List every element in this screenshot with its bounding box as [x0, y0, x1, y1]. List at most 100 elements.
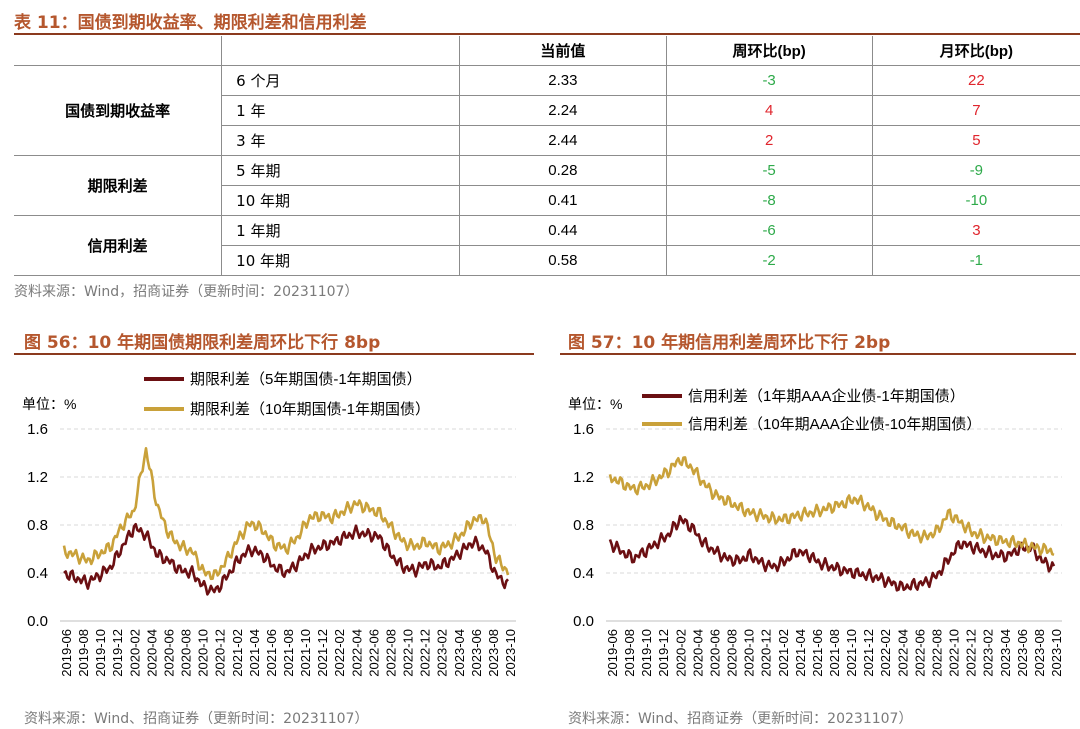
term-cell: 5 年期 [221, 155, 461, 186]
y-tick-label: 0.8 [27, 517, 48, 534]
chart-57-plot: 单位：% 0.0 0.4 0.8 1.2 1.6 2019-06 2019-08 2019-10… [568, 387, 1064, 677]
group-label: 期限利差 [14, 155, 223, 216]
unit-label: 单位：% [568, 396, 622, 412]
x-tick-label: 2019-06 [605, 629, 620, 677]
series-line-2 [62, 447, 510, 581]
header-cell-mom: 月环比(bp) [872, 36, 1080, 66]
x-tick-label: 2019-12 [110, 629, 125, 677]
x-tick-label: 2021-06 [264, 629, 279, 677]
y-tick-label: 1.2 [27, 469, 48, 486]
x-tick-label: 2023-06 [1015, 629, 1030, 677]
value-cell: 2.33 [459, 65, 667, 96]
table-row: 期限利差 5 年期 0.28 -5 -9 [14, 155, 1080, 216]
mom-cell: -10 [872, 185, 1080, 216]
x-tick-label: 2023-02 [435, 629, 450, 677]
x-tick-label: 2023-10 [1049, 629, 1064, 677]
x-tick-label: 2022-04 [895, 629, 910, 677]
x-tick-label: 2022-08 [383, 629, 398, 677]
x-tick-label: 2021-06 [810, 629, 825, 677]
y-tick-label: 0.8 [573, 517, 594, 534]
x-tick-label: 2022-08 [929, 629, 944, 677]
x-tick-label: 2020-12 [759, 629, 774, 677]
wow-cell: -5 [666, 155, 873, 186]
unit-label: 单位：% [22, 396, 76, 412]
y-tick-label: 0.0 [27, 613, 48, 630]
term-cell: 10 年期 [221, 245, 461, 276]
x-tick-label: 2022-02 [878, 629, 893, 677]
x-tick-label: 2020-08 [179, 629, 194, 677]
x-tick-label: 2020-10 [742, 629, 757, 677]
x-tick-label: 2022-06 [912, 629, 927, 677]
header-cell-wow: 周环比(bp) [666, 36, 873, 66]
x-tick-label: 2021-08 [281, 629, 296, 677]
x-tick-label: 2020-06 [707, 629, 722, 677]
x-tick-label: 2021-08 [827, 629, 842, 677]
series-line-1 [63, 522, 509, 596]
wow-cell: -6 [666, 215, 873, 246]
mom-cell: 7 [872, 95, 1080, 126]
x-tick-label: 2021-10 [298, 629, 313, 677]
x-tick-label: 2022-12 [418, 629, 433, 677]
term-cell: 1 年 [221, 95, 461, 126]
term-cell: 1 年期 [221, 215, 461, 246]
legend-label-1: 信用利差（1年期AAA企业债-1年期国债） [688, 387, 965, 405]
value-cell: 0.41 [459, 185, 667, 216]
yield-spread-table: 当前值 周环比(bp) 月环比(bp) 国债到期收益率 6 个月 2.33 -3 22 1… [14, 36, 1080, 276]
table-row: 1 年 2.24 4 7 [14, 95, 1080, 126]
term-cell: 10 年期 [221, 185, 461, 216]
legend-label-2: 信用利差（10年期AAA企业债-10年期国债） [688, 415, 981, 433]
wow-cell: -8 [666, 185, 873, 216]
chart-57-title-rule [560, 353, 1076, 355]
value-cell: 0.28 [459, 155, 667, 186]
chart-56-title: 图 56：10 年期国债期限利差周环比下行 8bp [24, 333, 381, 353]
x-tick-label: 2021-10 [844, 629, 859, 677]
header-cell-term [221, 36, 461, 66]
x-tick-label: 2020-10 [196, 629, 211, 677]
x-tick-label: 2020-08 [725, 629, 740, 677]
x-tick-label: 2020-04 [144, 629, 159, 677]
value-cell: 0.58 [459, 245, 667, 276]
table-row: 10 年期 0.41 -8 -10 [14, 185, 1080, 216]
header-cell-current-value: 当前值 [459, 36, 667, 66]
x-tick-label: 2020-12 [213, 629, 228, 677]
y-tick-label: 0.4 [573, 565, 594, 582]
table-row: 3 年 2.44 2 5 [14, 125, 1080, 156]
x-tick-label: 2021-12 [861, 629, 876, 677]
header-cell-group [14, 36, 223, 66]
chart-57-title: 图 57：10 年期信用利差周环比下行 2bp [568, 333, 891, 353]
x-tick-label: 2021-02 [230, 629, 245, 677]
mom-cell: 5 [872, 125, 1080, 156]
x-tick-label: 2022-12 [964, 629, 979, 677]
x-tick-label: 2019-08 [76, 629, 91, 677]
x-tick-label: 2019-10 [93, 629, 108, 677]
wow-cell: -2 [666, 245, 873, 276]
x-tick-label: 2022-04 [349, 629, 364, 677]
series-line-2 [608, 456, 1055, 557]
value-cell: 0.44 [459, 215, 667, 246]
x-tick-label: 2021-04 [247, 629, 262, 677]
x-tick-label: 2019-10 [639, 629, 654, 677]
y-tick-label: 1.6 [27, 421, 48, 438]
value-cell: 2.24 [459, 95, 667, 126]
x-tick-label: 2020-02 [673, 629, 688, 677]
x-tick-label: 2021-12 [315, 629, 330, 677]
wow-cell: 2 [666, 125, 873, 156]
x-tick-label: 2023-06 [469, 629, 484, 677]
table-row: 10 年期 0.58 -2 -1 [14, 245, 1080, 276]
x-tick-label: 2020-02 [127, 629, 142, 677]
mom-cell: -1 [872, 245, 1080, 276]
wow-cell: 4 [666, 95, 873, 126]
wow-cell: -3 [666, 65, 873, 96]
chart-56-plot: 单位：% 0.0 0.4 0.8 1.2 1.6 2019-06 2019-08 2019-10… [22, 371, 518, 677]
x-tick-label: 2020-06 [161, 629, 176, 677]
value-cell: 2.44 [459, 125, 667, 156]
x-tick-label: 2021-02 [776, 629, 791, 677]
y-tick-label: 1.6 [573, 421, 594, 438]
x-tick-label: 2019-12 [656, 629, 671, 677]
x-tick-label: 2022-10 [401, 629, 416, 677]
x-tick-label: 2023-02 [981, 629, 996, 677]
x-tick-label: 2019-08 [622, 629, 637, 677]
x-tick-label: 2020-04 [690, 629, 705, 677]
x-tick-label: 2022-10 [947, 629, 962, 677]
table-title: 表 11：国债到期收益率、期限利差和信用利差 [14, 13, 367, 33]
